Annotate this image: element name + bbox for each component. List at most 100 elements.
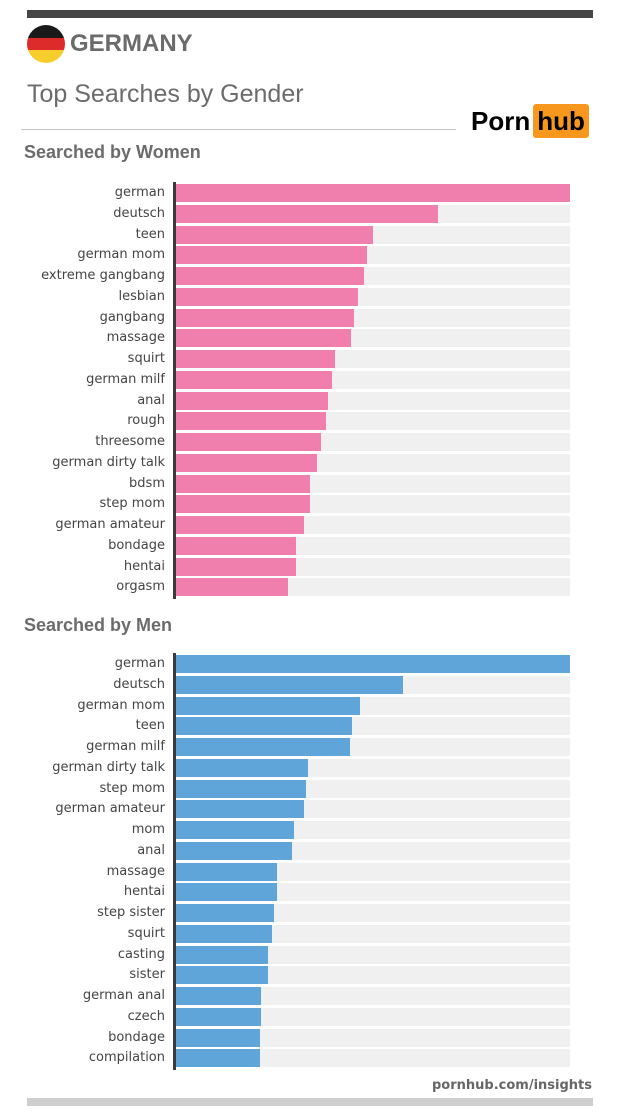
men-section-title: Searched by Men xyxy=(24,615,173,635)
bar-hentai xyxy=(176,883,277,902)
bar-track xyxy=(176,945,570,964)
bar-german-mom xyxy=(176,696,361,715)
bar-extreme-gangbang xyxy=(176,267,364,285)
category-label: teen xyxy=(135,226,165,242)
bar-massage xyxy=(176,329,351,348)
category-label: german milf xyxy=(86,371,165,387)
bar-gangbang xyxy=(176,308,355,327)
category-label: teen xyxy=(135,718,165,734)
category-label: gangbang xyxy=(99,309,165,325)
bar-sister xyxy=(176,966,268,985)
category-label: mom xyxy=(131,822,165,837)
bar-track xyxy=(176,924,570,943)
bar-track xyxy=(176,1007,570,1026)
category-label: rough xyxy=(127,413,165,429)
category-label: german amateur xyxy=(55,801,165,817)
bar-lesbian xyxy=(176,287,359,306)
bar-bondage xyxy=(176,536,296,555)
bar-teen xyxy=(176,717,352,736)
bar-deutsch xyxy=(176,204,439,223)
bar-track xyxy=(176,1028,570,1047)
bar-german-anal xyxy=(176,987,261,1005)
bar-german-amateur xyxy=(176,800,304,819)
bar-compilation xyxy=(176,1049,260,1068)
source-footer: pornhub.com/insights xyxy=(431,1078,592,1093)
bar-german-amateur xyxy=(176,516,304,534)
category-label: german amateur xyxy=(55,517,165,532)
category-label: orgasm xyxy=(116,579,165,595)
category-label: step sister xyxy=(97,905,165,920)
category-label: massage xyxy=(106,863,165,879)
category-label: german dirty talk xyxy=(52,454,165,470)
bar-teen xyxy=(176,225,374,244)
category-label: extreme gangbang xyxy=(41,268,165,283)
bar-czech xyxy=(176,1007,261,1026)
bar-step-mom xyxy=(176,495,310,514)
bar-casting xyxy=(176,945,268,964)
category-label: squirt xyxy=(127,351,165,366)
bottom-bar xyxy=(27,1098,593,1106)
bar-hentai xyxy=(176,557,296,576)
category-label: german xyxy=(114,656,165,671)
bar-german-mom xyxy=(176,246,368,265)
category-label: german anal xyxy=(82,988,165,1003)
bar-german xyxy=(176,655,570,673)
divider xyxy=(21,129,456,130)
category-label: hentai xyxy=(123,558,165,574)
women-section-title: Searched by Women xyxy=(24,142,201,162)
country-title: GERMANY xyxy=(70,30,193,57)
category-label: deutsch xyxy=(113,205,165,221)
y-axis-line xyxy=(173,653,176,1070)
category-label: german mom xyxy=(77,697,165,713)
bar-massage xyxy=(176,862,277,881)
bar-step-sister xyxy=(176,904,274,922)
bar-deutsch xyxy=(176,675,403,694)
category-label: bondage xyxy=(108,537,165,553)
category-label: german xyxy=(114,185,165,200)
bar-orgasm xyxy=(176,578,288,597)
category-label: german mom xyxy=(77,247,165,263)
top-bar xyxy=(27,10,593,18)
germany-flag-icon xyxy=(27,25,65,63)
bar-step-mom xyxy=(176,779,306,798)
bar-track xyxy=(176,987,570,1005)
category-label: step mom xyxy=(99,496,165,512)
category-label: compilation xyxy=(88,1050,165,1066)
bar-mom xyxy=(176,821,294,839)
category-label: hentai xyxy=(123,884,165,900)
bar-german-milf xyxy=(176,738,350,756)
category-label: massage xyxy=(106,330,165,346)
bar-german xyxy=(176,184,570,202)
bar-german-milf xyxy=(176,370,332,389)
bar-track xyxy=(176,966,570,985)
bar-squirt xyxy=(176,350,335,368)
bar-bdsm xyxy=(176,474,310,493)
bar-squirt xyxy=(176,924,272,943)
category-label: anal xyxy=(137,842,165,858)
category-label: german dirty talk xyxy=(52,759,165,775)
category-label: casting xyxy=(117,946,165,962)
y-axis-line xyxy=(173,182,176,599)
bar-anal xyxy=(176,391,328,410)
page-subtitle: Top Searches by Gender xyxy=(27,80,304,108)
category-label: step mom xyxy=(99,780,165,796)
category-label: anal xyxy=(137,392,165,408)
bar-track xyxy=(176,1049,570,1068)
category-label: bdsm xyxy=(129,475,165,491)
bar-track xyxy=(176,904,570,922)
logo-right: hub xyxy=(533,104,589,138)
bar-rough xyxy=(176,412,326,431)
category-label: squirt xyxy=(127,925,165,941)
bar-threesome xyxy=(176,433,321,451)
category-label: czech xyxy=(127,1008,165,1024)
category-label: sister xyxy=(129,967,165,983)
category-label: threesome xyxy=(95,434,165,449)
bar-german-dirty-talk xyxy=(176,758,308,777)
bar-bondage xyxy=(176,1028,260,1047)
bar-anal xyxy=(176,841,292,860)
bar-german-dirty-talk xyxy=(176,453,318,472)
logo-left: Porn xyxy=(471,105,531,136)
brand-logo: Porn hub xyxy=(471,104,589,138)
category-label: german milf xyxy=(86,739,165,754)
category-label: lesbian xyxy=(118,288,165,304)
